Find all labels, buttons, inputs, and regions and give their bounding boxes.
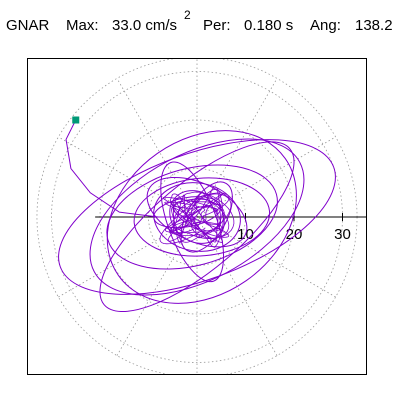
period-value: 0.180 s	[244, 17, 294, 34]
angle-label: Ang:	[310, 17, 341, 34]
trajectory-trace	[58, 119, 336, 313]
radial-tick-label-20: 20	[286, 226, 303, 243]
max-unit-exponent: 2	[184, 8, 191, 22]
trace-end-marker	[72, 116, 80, 124]
radial-tick-label-30: 30	[334, 226, 351, 243]
plot-frame	[27, 58, 367, 375]
radial-axis: 10 20 30	[95, 213, 366, 243]
trace-loop-9	[153, 182, 241, 252]
period-label: Per:	[203, 17, 231, 34]
trace-core	[159, 186, 235, 248]
max-value: 33.0 cm/s	[112, 17, 178, 34]
trace-loop-2	[89, 138, 305, 296]
marker-layer	[72, 116, 80, 124]
trace-loop-3	[106, 130, 297, 304]
trace-tail	[65, 119, 197, 218]
angle-value: 138.2	[355, 17, 393, 34]
chart-header: GNAR Max: 33.0 cm/s 2 Per: 0.180 s Ang: …	[0, 0, 400, 44]
trace-loop-5	[99, 141, 295, 313]
trace-loop-4	[106, 164, 278, 270]
trace-loop-8	[160, 161, 225, 283]
trace-loop-6	[133, 177, 271, 257]
max-label: Max:	[66, 17, 99, 34]
station-code: GNAR	[6, 17, 50, 34]
